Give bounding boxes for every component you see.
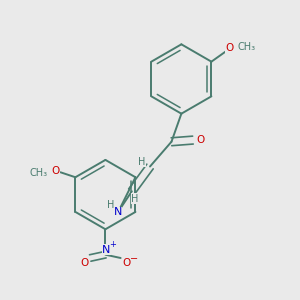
Text: +: + xyxy=(109,240,116,249)
Text: O: O xyxy=(196,135,204,145)
Text: O: O xyxy=(51,166,60,176)
Text: H: H xyxy=(131,194,139,203)
Text: N: N xyxy=(102,245,111,255)
Text: CH₃: CH₃ xyxy=(238,42,256,52)
Text: H: H xyxy=(138,157,146,166)
Text: N: N xyxy=(113,207,122,217)
Text: CH₃: CH₃ xyxy=(29,168,47,178)
Text: H: H xyxy=(107,200,114,210)
Text: O: O xyxy=(80,258,89,268)
Text: O: O xyxy=(122,258,130,268)
Text: −: − xyxy=(130,254,139,264)
Text: O: O xyxy=(225,44,234,53)
